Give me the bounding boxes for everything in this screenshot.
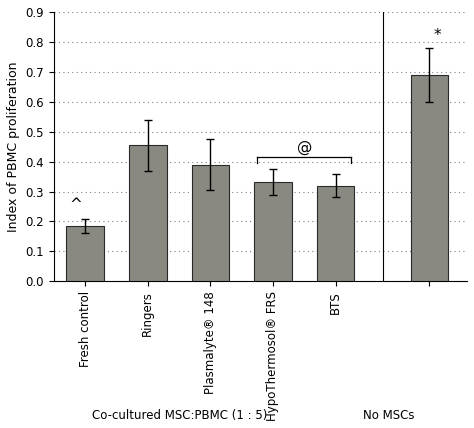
Bar: [129, 145, 166, 281]
Text: No MSCs: No MSCs: [363, 409, 414, 422]
Bar: [66, 226, 104, 281]
Y-axis label: Index of PBMC proliferation: Index of PBMC proliferation: [7, 61, 20, 232]
Text: Co-cultured MSC:PBMC (1 : 5): Co-cultured MSC:PBMC (1 : 5): [92, 409, 268, 422]
Text: ^: ^: [69, 197, 82, 212]
Bar: [410, 75, 448, 281]
Text: *: *: [433, 28, 441, 43]
Bar: [254, 182, 292, 281]
Bar: [317, 186, 355, 281]
Text: @: @: [297, 140, 312, 155]
Bar: [191, 165, 229, 281]
